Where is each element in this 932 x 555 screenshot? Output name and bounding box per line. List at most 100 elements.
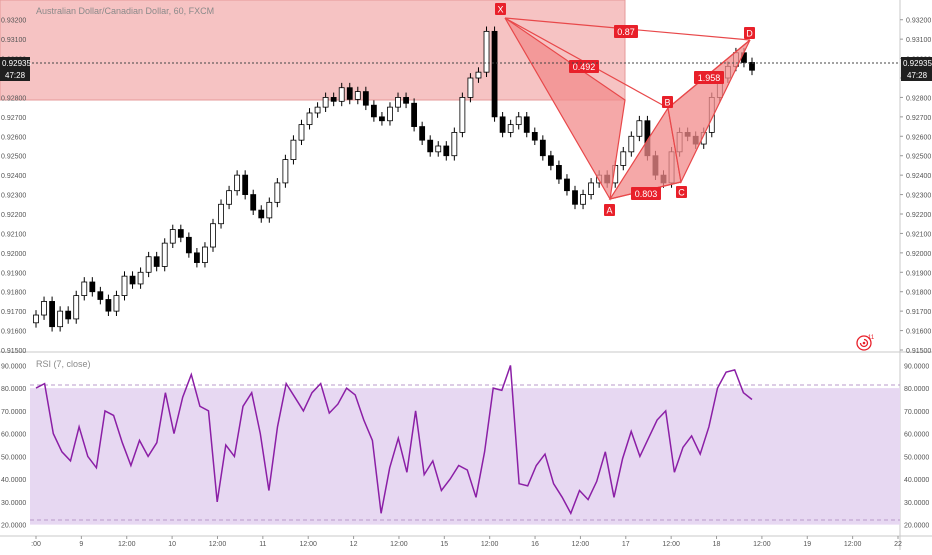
candle-down: [564, 178, 570, 192]
candle-down: [97, 291, 104, 300]
price-tick-label-left: 0.92600: [1, 134, 26, 141]
rsi-tick-label-left: 20.0000: [1, 523, 26, 530]
ratio-label-xd: 0.87: [617, 27, 635, 37]
time-tick-label: 12:00: [299, 541, 317, 548]
candle-up: [395, 97, 401, 108]
right-countdown: 47:28: [907, 71, 928, 80]
rsi-tick-label: 40.0000: [904, 477, 929, 484]
price-tick-label: 0.93200: [906, 18, 931, 25]
candle-down: [443, 145, 450, 157]
candle-up: [435, 145, 442, 153]
time-tick-label: 12:00: [118, 541, 136, 548]
time-tick-label: :00: [31, 541, 41, 548]
candle-up: [202, 246, 208, 263]
time-tick-label: 16: [531, 541, 539, 548]
candle-down: [403, 97, 409, 104]
candle-down: [499, 116, 506, 133]
candle-down: [346, 87, 353, 100]
time-axis: :00 9 12:00 10 12:00 11 12:00 12 12:00 15 12:00 16 1…: [31, 536, 902, 548]
candle-down: [105, 299, 112, 312]
price-tick-label: 0.92100: [906, 231, 931, 238]
candle-up: [226, 190, 232, 205]
rsi-tick-label: 70.0000: [904, 409, 929, 416]
candle-up: [636, 120, 643, 137]
candle-down: [49, 301, 55, 328]
price-tick-label: 0.92700: [906, 115, 931, 122]
candle-up: [33, 314, 39, 324]
time-tick-label: 12: [350, 541, 358, 548]
candle-down: [539, 139, 546, 157]
candle-down: [411, 102, 418, 127]
alert-icon[interactable]: 11: [856, 335, 875, 351]
price-tick-label: 0.91600: [906, 329, 931, 336]
candle-down: [258, 209, 265, 219]
time-tick-label: 11: [259, 541, 266, 548]
rsi-tick-label: 90.0000: [904, 363, 929, 370]
rsi-tick-label: 50.0000: [904, 454, 929, 461]
rsi-tick-label-left: 30.0000: [1, 500, 26, 507]
rsi-tick-label: 30.0000: [904, 500, 929, 507]
price-tick-label: 0.92600: [906, 134, 931, 141]
price-tick-label-left: 0.93100: [1, 37, 26, 44]
left-countdown-badge: [0, 69, 30, 81]
pattern-point-labels: X A B C D: [495, 3, 755, 216]
rsi-title: RSI (7, close): [36, 359, 91, 369]
price-tick-label-left: 0.92800: [1, 95, 26, 102]
time-tick-label: 12:00: [390, 541, 408, 548]
candle-up: [210, 223, 216, 248]
price-tick-label-left: 0.91700: [1, 309, 26, 316]
candle-down: [419, 126, 426, 141]
rsi-tick-label-left: 60.0000: [1, 432, 26, 439]
candle-up: [507, 124, 514, 133]
point-label-x: X: [497, 5, 503, 15]
time-tick-label: 12:00: [753, 541, 771, 548]
point-label-a: A: [606, 206, 612, 216]
resistance-zone[interactable]: [0, 0, 626, 101]
candle-up: [57, 310, 64, 328]
left-current-price: 0.92935: [2, 59, 31, 68]
price-tick-label-left: 0.92000: [1, 251, 26, 258]
price-tick-label: 0.92300: [906, 193, 931, 200]
candle-up: [73, 295, 80, 320]
ratio-label-bd: 1.958: [698, 73, 721, 83]
rsi-tick-label-left: 90.0000: [1, 363, 26, 370]
right-countdown-badge: [901, 69, 932, 81]
candle-up: [483, 30, 490, 73]
candle-up: [580, 194, 586, 205]
candle-up: [298, 124, 305, 141]
rsi-right-axis: 90.0000 80.0000 70.0000 60.0000 50.0000 40.00…: [904, 363, 929, 529]
svg-text:11: 11: [868, 335, 875, 341]
left-current-price-badge: [0, 57, 30, 69]
candle-down: [89, 281, 96, 293]
candle-down: [749, 62, 755, 71]
rsi-band: [30, 388, 900, 525]
price-tick-label-left: 0.92300: [1, 193, 26, 200]
time-tick-label: 10: [168, 541, 176, 548]
candle-down: [370, 104, 377, 118]
candle-up: [620, 151, 627, 166]
candle-down: [572, 190, 578, 205]
candle-down: [547, 155, 554, 166]
time-tick-label: 12:00: [209, 541, 227, 548]
time-tick-label: 12:00: [844, 541, 862, 548]
time-tick-label: 15: [440, 541, 448, 548]
time-tick-label: 12:00: [662, 541, 680, 548]
candle-up: [515, 116, 522, 126]
price-tick-label-left: 0.92700: [1, 115, 26, 122]
rsi-tick-label: 80.0000: [904, 386, 929, 393]
candle-down: [491, 30, 498, 118]
ratio-label-ac: 0.803: [635, 189, 658, 199]
bat-pattern-drawing[interactable]: [504, 17, 751, 201]
left-countdown: 47:28: [5, 71, 26, 80]
price-tick-label: 0.91700: [906, 309, 931, 316]
candle-down: [427, 139, 434, 153]
time-tick-label: 22: [894, 541, 902, 548]
candle-down: [153, 256, 160, 267]
candle-up: [121, 275, 128, 296]
price-tick-label: 0.92800: [906, 95, 931, 102]
candle-down: [177, 229, 184, 238]
candle-down: [185, 236, 192, 254]
candle-up: [588, 182, 595, 195]
candle-down: [330, 97, 337, 102]
